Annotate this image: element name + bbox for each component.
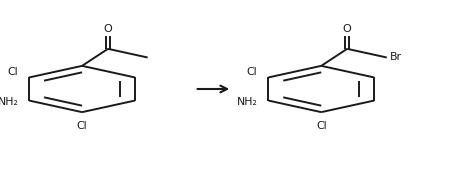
Text: O: O [343,24,352,34]
Text: O: O [104,24,113,34]
Text: Cl: Cl [8,67,18,77]
Text: Cl: Cl [77,121,87,131]
Text: Br: Br [390,52,401,62]
Text: NH₂: NH₂ [237,97,257,107]
Text: Cl: Cl [316,121,326,131]
Text: Cl: Cl [247,67,257,77]
Text: NH₂: NH₂ [0,97,18,107]
